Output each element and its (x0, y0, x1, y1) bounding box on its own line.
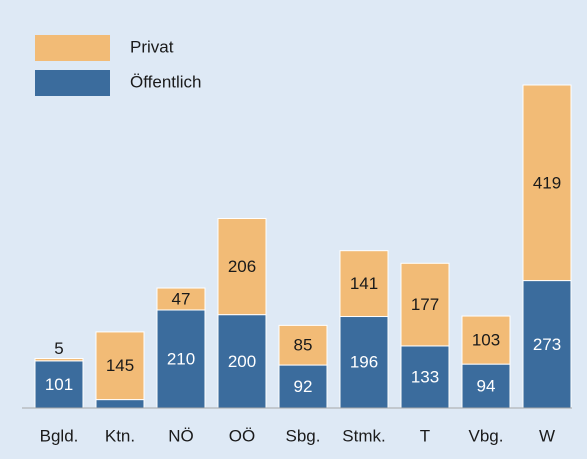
x-tick-label: OÖ (229, 426, 255, 445)
bar-segment (95, 399, 145, 409)
data-label: 94 (477, 377, 496, 396)
bar-segment (278, 324, 328, 366)
bar-segment (34, 358, 84, 362)
data-label: 92 (294, 377, 313, 396)
bar-segment (278, 364, 328, 409)
data-label: 273 (533, 335, 561, 354)
bar-segment (400, 345, 450, 409)
data-label: 5 (54, 339, 63, 358)
data-label: 210 (167, 349, 195, 368)
x-tick-label: Bgld. (40, 426, 79, 445)
bar-segment (400, 262, 450, 347)
bar-segment (522, 280, 572, 409)
data-label: 206 (228, 257, 256, 276)
bar-segment (217, 217, 267, 316)
bar-segment (522, 84, 572, 282)
x-tick-label: T (420, 426, 430, 445)
bar-segment (156, 287, 206, 311)
x-tick-label: W (539, 426, 555, 445)
x-tick-label: Ktn. (105, 426, 135, 445)
x-tick-label: Vbg. (469, 426, 504, 445)
data-label: 177 (411, 295, 439, 314)
data-label: 196 (350, 353, 378, 372)
data-label: 419 (533, 173, 561, 192)
data-label: 101 (45, 375, 73, 394)
bar-segment (339, 316, 389, 409)
data-label: 85 (294, 336, 313, 355)
legend-swatch (35, 35, 110, 61)
data-label: 103 (472, 331, 500, 350)
x-tick-label: Sbg. (286, 426, 321, 445)
data-label: 133 (411, 367, 439, 386)
bar-segment (461, 315, 511, 365)
data-label: 47 (172, 289, 191, 308)
legend-swatch (35, 70, 110, 96)
data-label: 141 (350, 274, 378, 293)
legend-label: Privat (130, 37, 174, 56)
bar-segment (95, 331, 145, 401)
bar-segment (156, 309, 206, 409)
legend-label: Öffentlich (130, 72, 202, 91)
data-label: 200 (228, 352, 256, 371)
x-tick-label: Stmk. (342, 426, 385, 445)
x-tick-label: NÖ (168, 426, 194, 445)
bar-segment (339, 250, 389, 318)
bar-segment (34, 360, 84, 409)
data-label: 145 (106, 356, 134, 375)
